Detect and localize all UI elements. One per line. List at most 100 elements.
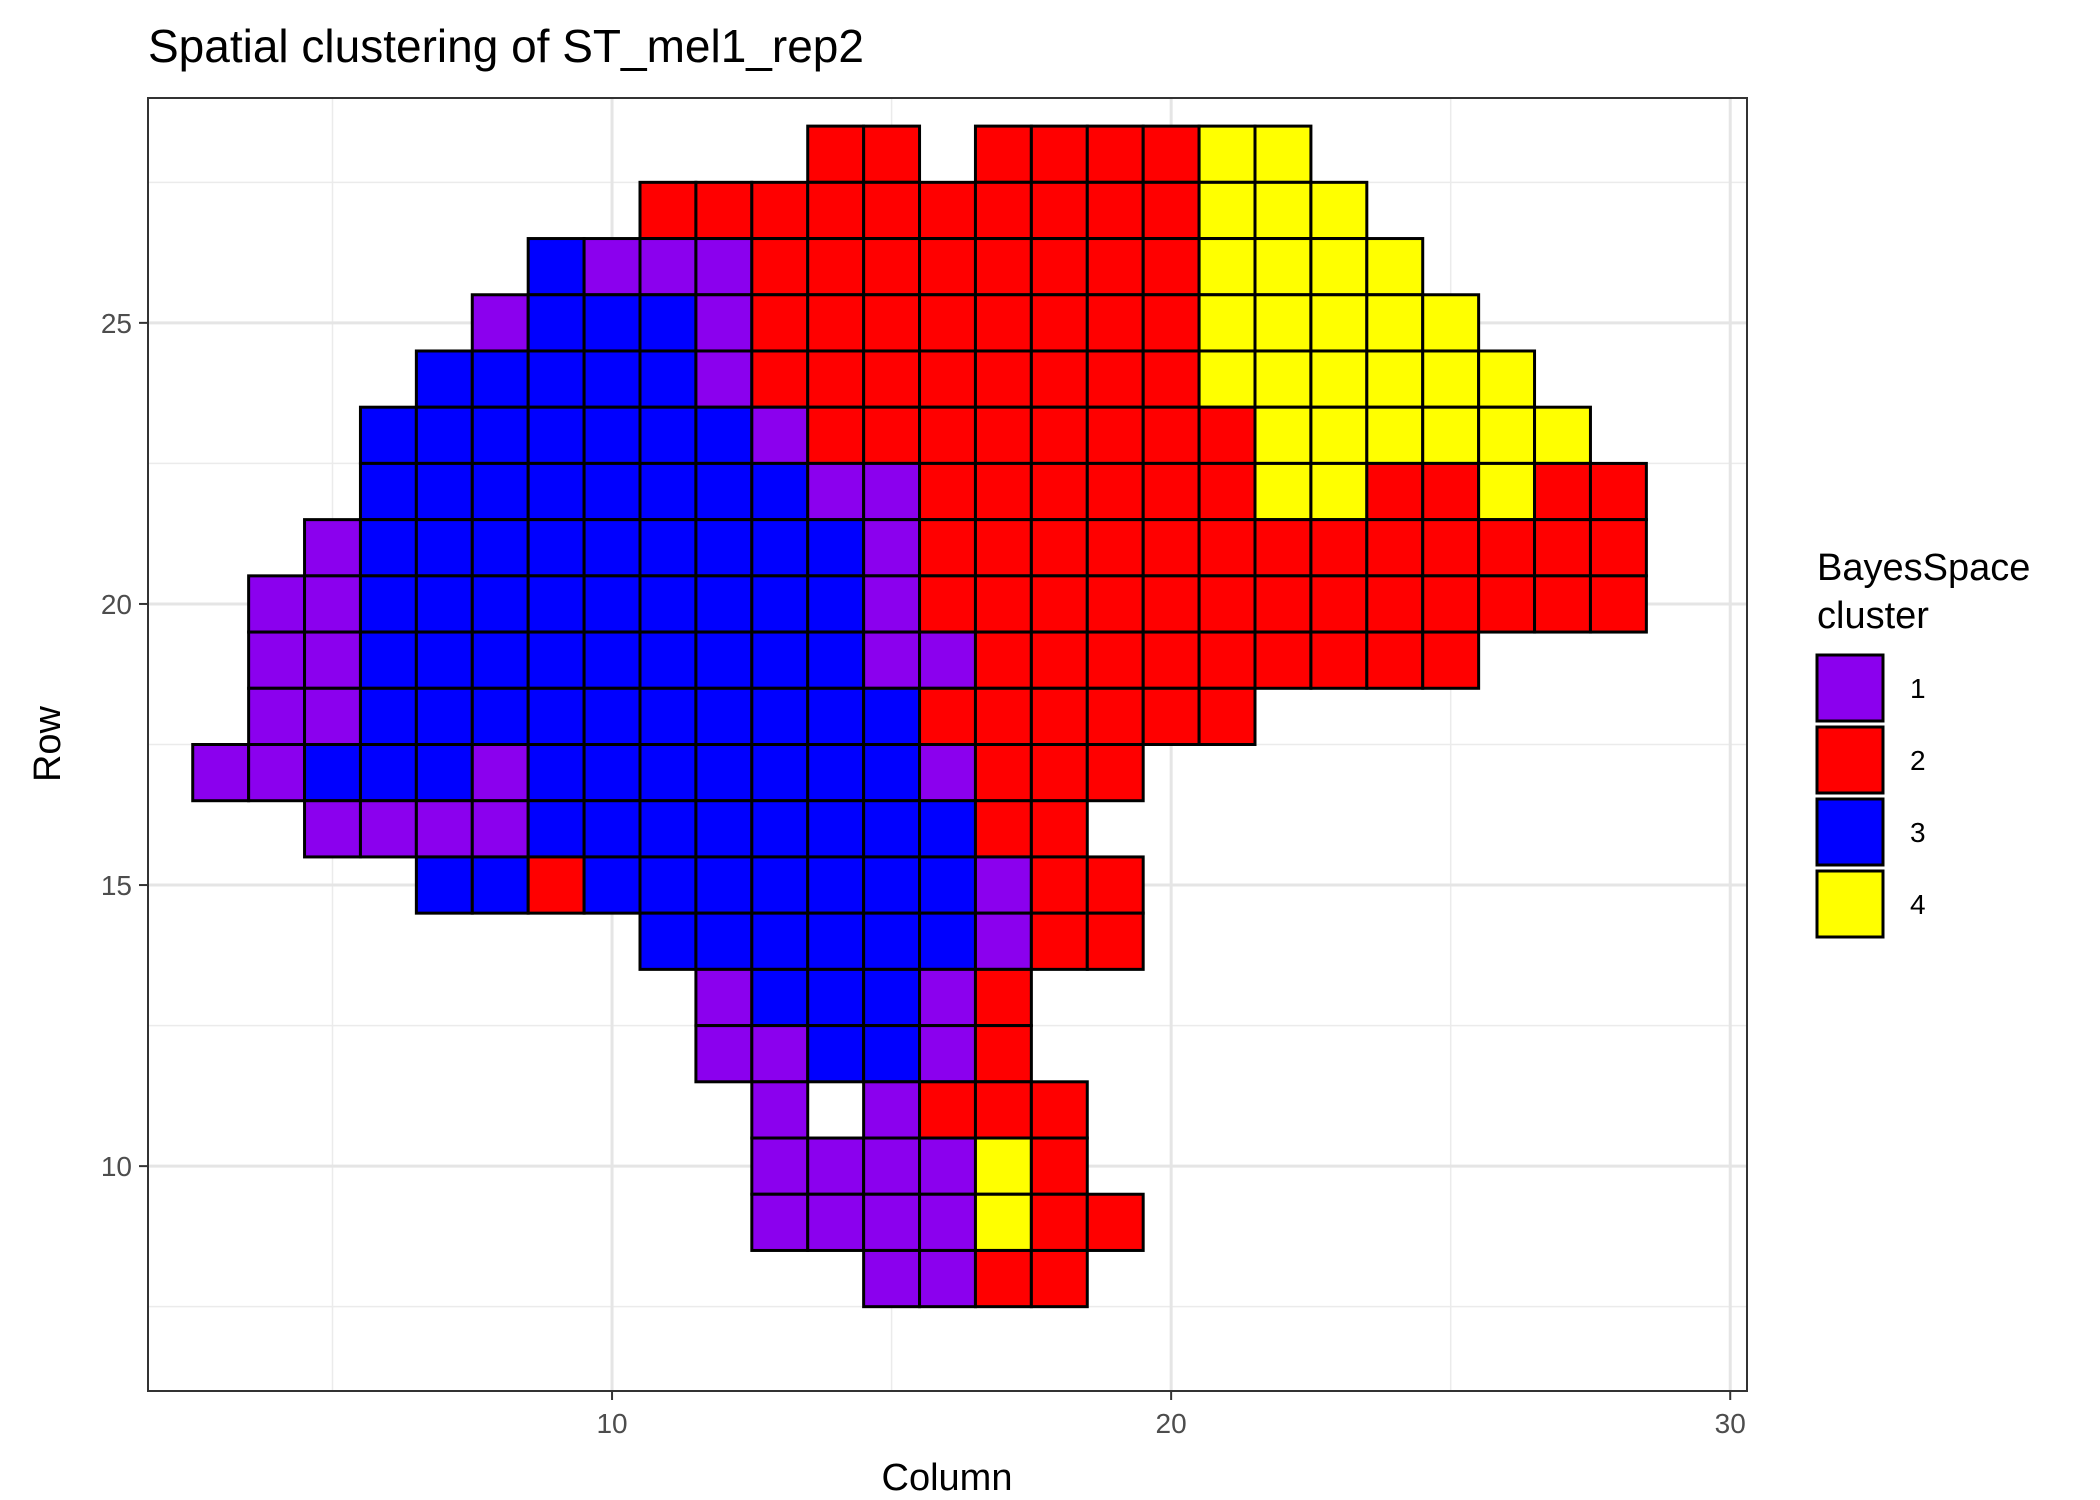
cluster-cell [1197, 686, 1257, 746]
cluster-cell [1421, 405, 1481, 465]
cluster-cell [1365, 237, 1425, 297]
cluster-cell [582, 461, 642, 522]
cluster-cell [414, 461, 474, 522]
legend-title-line-2: cluster [1817, 595, 1929, 637]
cluster-cell [750, 686, 810, 746]
cluster-cell [1085, 349, 1145, 409]
cluster-cell [750, 237, 810, 297]
cluster-cell [582, 855, 642, 915]
cluster-cell [1197, 518, 1257, 578]
cluster-cell [247, 686, 307, 746]
cluster-cell [1365, 405, 1425, 465]
cluster-cell [918, 237, 977, 297]
cluster-cell [862, 799, 922, 859]
cluster-cell [1197, 405, 1257, 465]
cluster-cell [638, 518, 698, 578]
cluster-cell [526, 686, 586, 746]
cluster-cell [638, 686, 698, 746]
x-tick-label: 30 [1715, 1408, 1746, 1439]
cluster-cell [1533, 405, 1592, 465]
cluster-cell [1365, 293, 1425, 353]
cluster-cell [973, 1024, 1033, 1084]
cluster-cell [1253, 574, 1313, 634]
plot-border [147, 97, 1748, 1392]
cluster-cell [1029, 1080, 1089, 1140]
cluster-cell [694, 967, 754, 1028]
cluster-cell [806, 574, 866, 634]
cluster-cell [973, 124, 1033, 184]
cluster-cell [414, 405, 474, 465]
legend-key-4 [1815, 869, 1885, 939]
cluster-cell [918, 180, 977, 241]
cluster-cell [1141, 349, 1201, 409]
cluster-cell [247, 630, 307, 690]
cluster-cell [470, 349, 530, 409]
cluster-cell [1029, 180, 1089, 241]
cluster-cell [1197, 349, 1257, 409]
cluster-cell [1085, 574, 1145, 634]
cluster-cell [694, 630, 754, 690]
cluster-cell [973, 630, 1033, 690]
cluster-cell [1197, 461, 1257, 522]
cluster-cell [973, 237, 1033, 297]
x-tick-label: 20 [1156, 1408, 1187, 1439]
cluster-cell [1421, 461, 1481, 522]
cluster-cell [806, 686, 866, 746]
cluster-cell [582, 405, 642, 465]
cluster-cell [806, 237, 866, 297]
y-tick-label: 25 [101, 308, 132, 339]
cluster-cell [918, 405, 977, 465]
cluster-cell [750, 461, 810, 522]
cluster-cell [1029, 461, 1089, 522]
cluster-cell [973, 911, 1033, 971]
cluster-cell [1421, 349, 1481, 409]
cluster-cell [694, 1024, 754, 1084]
cluster-cell [1029, 911, 1089, 971]
cluster-cell [470, 574, 530, 634]
cluster-cell [358, 405, 418, 465]
cluster-cell [862, 518, 922, 578]
cluster-cell [973, 1248, 1033, 1309]
cluster-cell [1253, 349, 1313, 409]
x-tick-label: 10 [596, 1408, 627, 1439]
cluster-cell [1365, 630, 1425, 690]
cluster-cell [806, 1024, 866, 1084]
cluster-cell [750, 518, 810, 578]
cluster-cell [1085, 405, 1145, 465]
cluster-cell [750, 967, 810, 1028]
cluster-cell [414, 743, 474, 803]
cluster-cell [1477, 574, 1537, 634]
legend-label-1: 1 [1910, 673, 1926, 704]
cluster-cell [247, 574, 307, 634]
cluster-cell [973, 518, 1033, 578]
cluster-cell [358, 630, 418, 690]
cluster-cell [1588, 574, 1648, 634]
cluster-cell [862, 1024, 922, 1084]
cluster-cell [582, 293, 642, 353]
cluster-cell [414, 686, 474, 746]
cluster-cell [1141, 237, 1201, 297]
cluster-cell [303, 574, 362, 634]
cluster-cell [1029, 518, 1089, 578]
cluster-cell [1085, 630, 1145, 690]
cluster-cell [582, 630, 642, 690]
cluster-cell [806, 1136, 866, 1196]
cluster-cell [638, 461, 698, 522]
cluster-cell [750, 293, 810, 353]
cluster-cell [582, 237, 642, 297]
cluster-cell [1309, 405, 1369, 465]
cluster-cell [1533, 461, 1592, 522]
cluster-cell [1197, 237, 1257, 297]
cluster-cell [806, 461, 866, 522]
cluster-cell [638, 180, 698, 241]
cluster-cell [1141, 180, 1201, 241]
cluster-cell [1365, 574, 1425, 634]
cluster-cell [973, 574, 1033, 634]
y-axis-label: Row [27, 705, 69, 782]
y-axis-ticks: 10 15 20 25 [101, 308, 148, 1182]
cluster-cell [1197, 180, 1257, 241]
cluster-cell [973, 405, 1033, 465]
cluster-cell [862, 405, 922, 465]
cluster-cell [862, 855, 922, 915]
